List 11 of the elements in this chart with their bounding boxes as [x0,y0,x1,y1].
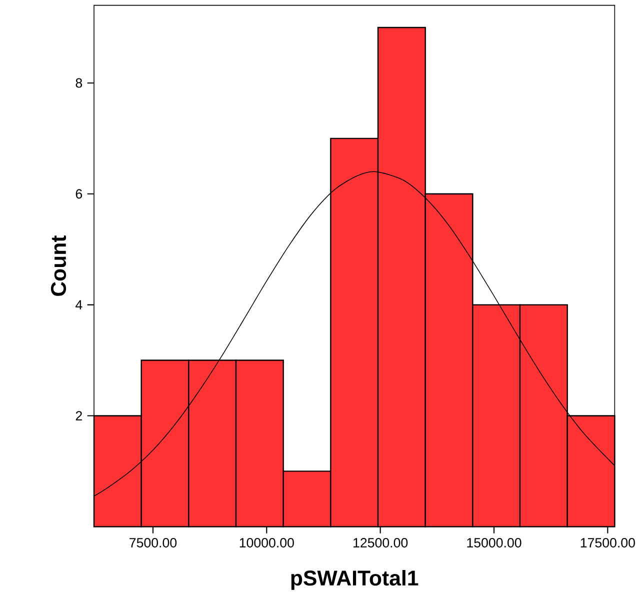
x-tick-label: 15000.00 [467,538,522,548]
x-axis-title: pSWAITotal1 [291,570,418,590]
y-tick-label: 2 [76,411,82,420]
x-tick-label: 12500.00 [354,538,408,548]
y-tick-label: 4 [76,300,82,310]
y-tick-label: 8 [76,78,82,88]
y-axis-title: Count [50,235,66,296]
x-tick-label: 7500.00 [130,538,177,548]
x-tick-label: 17500.00 [580,538,635,548]
y-tick-label: 6 [76,189,82,199]
x-tick-label: 10000.00 [240,538,294,548]
